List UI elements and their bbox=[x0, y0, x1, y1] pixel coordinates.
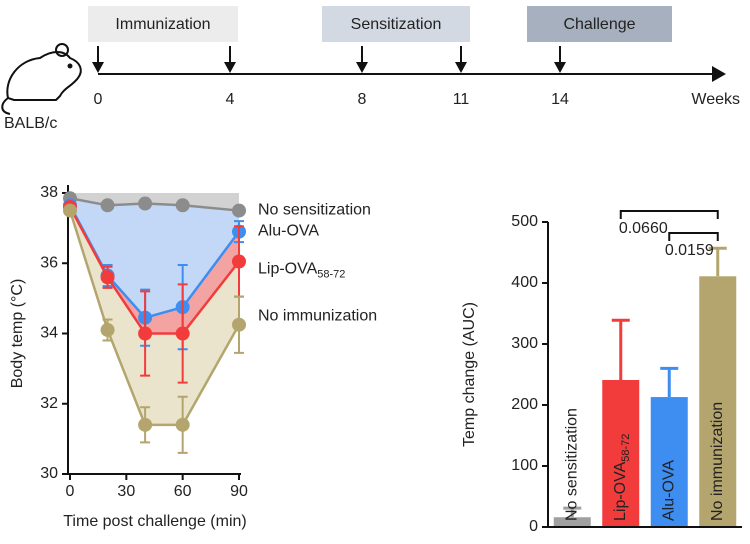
week-arrowhead bbox=[92, 62, 104, 73]
data-point bbox=[100, 322, 115, 337]
week-unit: Weeks bbox=[691, 91, 740, 108]
week-label: 11 bbox=[453, 91, 470, 108]
p-value: 0.0660 bbox=[619, 220, 668, 237]
mouse-icon bbox=[1, 43, 82, 115]
data-point bbox=[232, 203, 246, 218]
x-axis-label: Time post challenge (min) bbox=[63, 513, 246, 530]
y-tick-label: 500 bbox=[511, 213, 538, 230]
week-arrowhead bbox=[356, 62, 368, 73]
data-point bbox=[100, 198, 115, 213]
y-tick-label: 300 bbox=[511, 335, 538, 352]
data-point bbox=[138, 326, 153, 341]
bar bbox=[650, 397, 688, 527]
y-tick-label: 36 bbox=[40, 254, 58, 271]
week-arrowhead bbox=[455, 62, 467, 73]
strain-label: BALB/c bbox=[4, 115, 57, 132]
category-label-main: Lip-OVA bbox=[612, 461, 629, 521]
series-label: Alu-OVA bbox=[258, 223, 319, 240]
category-label-main: No immunization bbox=[709, 402, 726, 521]
category-label: Alu-OVA bbox=[660, 460, 677, 521]
series-label-main: Lip-OVA bbox=[258, 261, 318, 278]
x-tick-label: 0 bbox=[66, 483, 75, 500]
series-label: No sensitization bbox=[258, 202, 371, 219]
error-bar bbox=[563, 506, 582, 518]
x-tick-label: 30 bbox=[117, 483, 135, 500]
week-label: 0 bbox=[94, 91, 103, 108]
series-label: Lip-OVA58-72 bbox=[258, 261, 345, 281]
error-bar bbox=[708, 246, 727, 277]
bar bbox=[553, 517, 591, 527]
week-label: 4 bbox=[226, 91, 235, 108]
p-value: 0.0159 bbox=[665, 242, 714, 259]
error-bar bbox=[611, 318, 630, 380]
category-label-main: No sensitization bbox=[563, 408, 580, 521]
bar bbox=[699, 276, 737, 527]
data-point bbox=[232, 254, 246, 269]
week-label: 8 bbox=[358, 91, 367, 108]
week-label: 14 bbox=[551, 91, 569, 108]
y-tick-label: 0 bbox=[529, 518, 538, 535]
y-tick-label: 32 bbox=[40, 395, 58, 412]
phase-label: Challenge bbox=[563, 16, 635, 33]
data-point bbox=[175, 417, 190, 432]
y-tick-label: 30 bbox=[40, 465, 58, 482]
y-tick-label: 34 bbox=[40, 325, 58, 342]
series-label-main: No immunization bbox=[258, 308, 377, 325]
category-label-subscript: 58-72 bbox=[620, 434, 632, 462]
series-label: No immunization bbox=[258, 308, 377, 325]
phase-box bbox=[322, 6, 470, 42]
category-label: No immunization bbox=[709, 402, 726, 521]
timeline-arrowhead bbox=[712, 66, 726, 82]
y-axis-label: Body temp (°C) bbox=[9, 279, 26, 389]
series-label-subscript: 58-72 bbox=[317, 268, 345, 280]
y-tick-label: 38 bbox=[40, 184, 58, 201]
week-arrowhead bbox=[224, 62, 236, 73]
data-point bbox=[63, 203, 77, 218]
series-label-main: No sensitization bbox=[258, 202, 371, 219]
comparison-bracket bbox=[668, 232, 719, 241]
data-point bbox=[138, 196, 153, 211]
phase-box bbox=[88, 6, 238, 42]
week-arrowhead bbox=[554, 62, 566, 73]
comparison-bracket bbox=[619, 210, 719, 219]
phase-label: Sensitization bbox=[351, 16, 442, 33]
y-tick-label: 400 bbox=[511, 274, 538, 291]
category-label-main: Alu-OVA bbox=[660, 460, 677, 521]
phase-box bbox=[527, 6, 672, 42]
data-point bbox=[175, 198, 190, 213]
phase-label: Immunization bbox=[115, 16, 210, 33]
data-point bbox=[138, 417, 153, 432]
data-point bbox=[232, 317, 246, 332]
bar bbox=[602, 379, 640, 527]
data-point bbox=[100, 270, 115, 285]
y-tick-label: 100 bbox=[511, 457, 538, 474]
category-label: No sensitization bbox=[563, 408, 580, 521]
category-label: Lip-OVA58-72 bbox=[612, 434, 632, 521]
x-tick-label: 60 bbox=[174, 483, 192, 500]
data-point bbox=[175, 326, 190, 341]
x-tick-label: 90 bbox=[230, 483, 248, 500]
series-label-main: Alu-OVA bbox=[258, 223, 319, 240]
y-axis-label: Temp change (AUC) bbox=[461, 302, 478, 447]
y-tick-label: 200 bbox=[511, 396, 538, 413]
error-bar bbox=[660, 366, 679, 398]
